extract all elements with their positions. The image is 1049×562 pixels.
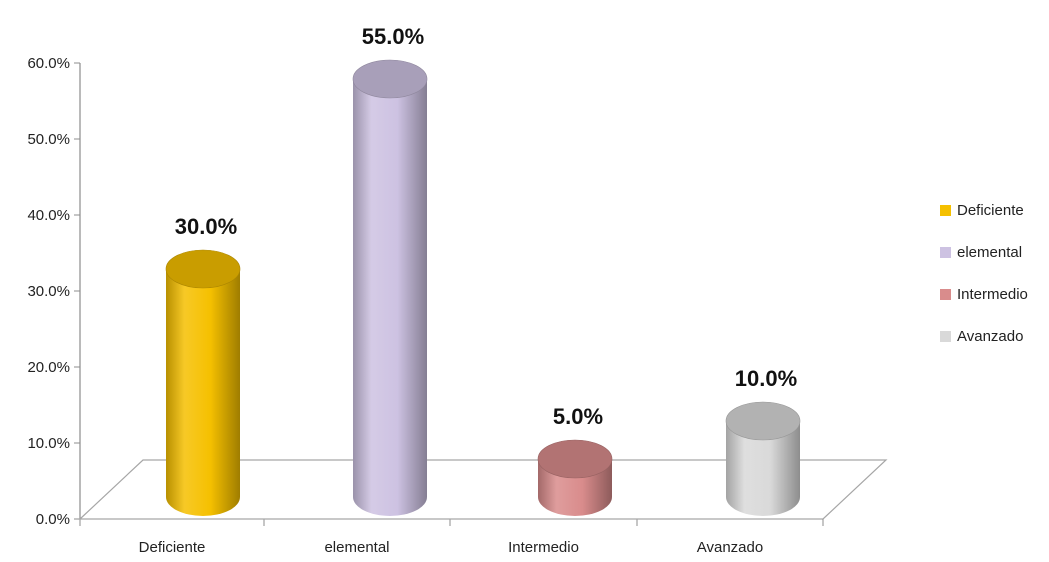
legend-item: Deficiente <box>940 196 1045 224</box>
bar-deficiente <box>165 249 241 516</box>
legend-label: Intermedio <box>957 285 1028 303</box>
y-tick-label: 30.0% <box>27 283 70 300</box>
y-tick-label: 10.0% <box>27 435 70 452</box>
data-label: 55.0% <box>362 24 424 49</box>
x-tick-label: elemental <box>324 539 389 556</box>
x-tick-label: Deficiente <box>139 539 206 556</box>
y-tick-label: 0.0% <box>36 511 70 528</box>
legend-item: Avanzado <box>940 322 1045 350</box>
legend-swatch <box>940 288 951 300</box>
legend-label: elemental <box>957 243 1023 261</box>
x-tick-label: Avanzado <box>697 539 763 556</box>
floor-plane <box>78 459 888 520</box>
bar-elemental <box>352 59 428 516</box>
legend-swatch <box>940 246 951 258</box>
bar-top <box>165 249 241 289</box>
bar-top <box>725 401 801 441</box>
bars <box>165 59 801 516</box>
legend-label: Deficiente <box>957 201 1024 219</box>
legend-swatch <box>940 330 951 342</box>
legend-label: Avanzado <box>957 327 1024 345</box>
data-label: 10.0% <box>735 366 797 391</box>
chart-floor <box>78 459 888 526</box>
bar-avanzado <box>725 401 801 516</box>
legend: Deficiente elemental Intermedio Avanzado <box>940 196 1045 364</box>
y-tick-label: 50.0% <box>27 131 70 148</box>
bar-top <box>537 439 613 479</box>
y-tick-label: 20.0% <box>27 359 70 376</box>
legend-swatch <box>940 204 951 216</box>
bar-body <box>353 79 427 516</box>
bar-top <box>352 59 428 99</box>
bar-body <box>726 421 800 516</box>
data-label: 30.0% <box>175 214 237 239</box>
y-tick-label: 60.0% <box>27 55 70 72</box>
legend-item: Intermedio <box>940 280 1045 308</box>
data-label: 5.0% <box>553 404 603 429</box>
labels: 30.0% Deficiente 55.0% elemental 5.0% Interme… <box>139 24 798 556</box>
x-tick-label: Intermedio <box>508 539 579 556</box>
y-tick-label: 40.0% <box>27 207 70 224</box>
bar-body <box>166 269 240 516</box>
legend-item: elemental <box>940 238 1045 266</box>
axes: 0.0% 10.0% 20.0% 30.0% 40.0% 50.0% 60.0% <box>27 55 824 528</box>
bar-intermedio <box>537 439 613 516</box>
